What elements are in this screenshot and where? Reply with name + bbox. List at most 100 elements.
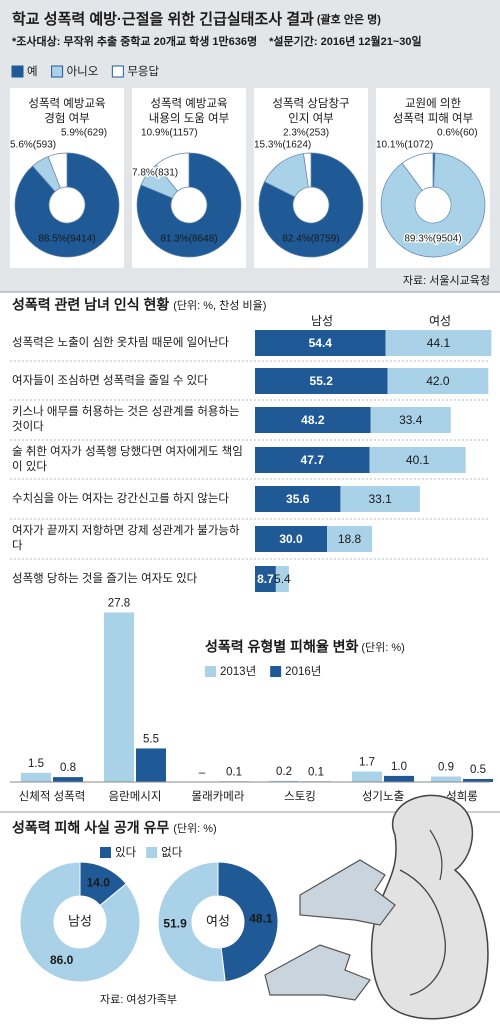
pie-title: 인지 여부 <box>288 112 334 125</box>
pie-slice <box>380 152 486 258</box>
legend-label: 없다 <box>161 846 183 859</box>
bar <box>269 780 299 782</box>
pie-value-label: 89.3%(9504) <box>404 234 461 245</box>
legend-swatch <box>146 847 158 858</box>
bar-value-label: 33.1 <box>368 492 392 506</box>
bar-value-label: – <box>199 767 206 779</box>
bar-value-label: 1.7 <box>359 757 375 769</box>
section-subtitle: (단위: %, 찬성 비율) <box>173 298 266 312</box>
donut-value-label: 51.9 <box>163 917 187 931</box>
pie-title: 교원에 의한 <box>405 96 462 110</box>
bar-value-label: 0.2 <box>276 766 292 778</box>
bar-value-label: 47.7 <box>301 453 325 467</box>
bar <box>384 775 414 782</box>
bar-value-label: 27.8 <box>108 597 130 609</box>
donut-slice <box>217 861 279 983</box>
bar-value-label: 5.4 <box>274 572 291 586</box>
bar-segment <box>255 407 371 433</box>
pie-value-label: 82.4%(8759) <box>282 234 339 245</box>
bar <box>352 771 382 782</box>
section-subtitle: (단위: %) <box>361 641 404 654</box>
bar-value-label: 0.1 <box>308 766 324 778</box>
category-label: 수치심을 아는 여자는 강간신고를 하지 않는다 <box>12 492 229 505</box>
legend-swatch <box>51 65 64 78</box>
title-note: (괄호 안은 명) <box>317 12 381 26</box>
pie-slice <box>401 152 434 191</box>
pie-slice <box>155 152 190 192</box>
figure-arm <box>399 869 446 996</box>
section-subtitle: (단위: %) <box>173 822 216 835</box>
legend-swatch <box>100 847 111 858</box>
page-title: 학교 성폭력 예방·근절을 위한 긴급실태조사 결과 <box>12 10 314 28</box>
pie-value-label: 7.8%(831) <box>132 168 178 179</box>
pie-slice <box>303 152 312 188</box>
source: 자료: 여성가족부 <box>100 993 177 1006</box>
x-tick-label: 성희롱 <box>446 790 478 803</box>
donut-slice <box>157 861 226 983</box>
bar-value-label: 1.0 <box>391 761 407 773</box>
pie-title: 내용의 도움 여부 <box>149 112 229 125</box>
x-tick-label: 신체적 성폭력 <box>19 790 86 803</box>
bar-segment <box>385 330 492 356</box>
legend-label: 아니오 <box>67 65 99 78</box>
pie-value-label: 5.6%(593) <box>10 140 56 151</box>
bar-value-label: 40.1 <box>406 453 430 467</box>
legend-swatch <box>111 65 124 78</box>
bar-value-label: 48.2 <box>301 413 325 427</box>
pie-value-label: 5.9%(629) <box>61 128 107 139</box>
pie-title: 성폭력 예방교육 <box>150 97 227 110</box>
pie-title: 성폭력 피해 여부 <box>393 112 473 125</box>
category-label: 성폭력은 노출이 심한 옷차림 때문에 일어난다 <box>12 336 229 349</box>
bar <box>53 777 83 782</box>
bar-segment <box>255 566 276 592</box>
pointing-hand <box>264 944 371 1001</box>
category-label: 여자가 끝까지 저항하면 강제 성관계가 불가능하다 <box>12 525 240 552</box>
pie-slice <box>47 152 68 189</box>
legend-label: 2016년 <box>285 665 321 678</box>
bar-value-label: 33.4 <box>399 413 423 427</box>
series-label: 남성 <box>311 314 333 328</box>
pie-value-label: 10.1%(1072) <box>376 140 433 151</box>
pie-slice <box>258 152 364 258</box>
pie-title: 성폭력 상담창구 <box>272 97 349 110</box>
pie-slice <box>136 152 242 258</box>
bar-segment <box>255 526 327 552</box>
pie-value-label: 15.3%(1624) <box>254 140 311 151</box>
bar <box>431 776 461 782</box>
bar-segment <box>369 447 466 473</box>
bar-segment <box>255 330 386 356</box>
legend-label: 무응답 <box>127 65 159 78</box>
pie-value-label: 0.6%(60) <box>437 128 478 139</box>
bar-value-label: 0.5 <box>470 764 486 776</box>
pie-value-label: 10.9%(1157) <box>141 128 198 139</box>
bar-segment <box>370 407 451 433</box>
donut-value-label: 86.0 <box>50 953 74 967</box>
section-title: 성폭력 피해 사실 공개 유무 <box>12 820 169 836</box>
bar-segment <box>255 486 341 512</box>
figure-head-line <box>429 829 443 881</box>
pie-value-label: 88.5%(9414) <box>38 234 95 245</box>
bar-value-label: 0.1 <box>226 766 242 778</box>
legend-swatch <box>205 666 216 677</box>
donut-value-label: 48.1 <box>249 912 273 926</box>
bar-value-label: 8.7 <box>257 572 274 586</box>
bar-segment <box>387 368 489 394</box>
source: 자료: 서울시교육청 <box>403 274 490 287</box>
bar-value-label: 55.2 <box>310 374 334 388</box>
pie-value-label: 2.3%(253) <box>283 128 329 139</box>
section-title: 성폭력 관련 남녀 인식 현황 <box>12 297 169 313</box>
bar-value-label: 30.0 <box>279 532 303 546</box>
category-label: 성폭행 당하는 것을 즐기는 여자도 있다 <box>12 572 198 585</box>
bar-value-label: 35.6 <box>286 492 310 506</box>
donut-slice <box>19 861 141 983</box>
survey-period: *설문기간: 2016년 12월21~30일 <box>269 34 422 48</box>
donut-center-label: 여성 <box>206 913 230 928</box>
bar-segment <box>275 566 289 592</box>
bar <box>463 778 493 782</box>
series-label: 여성 <box>429 314 451 328</box>
x-tick-label: 음란메시지 <box>109 790 162 803</box>
bar-value-label: 0.8 <box>60 762 76 774</box>
bar <box>21 772 51 782</box>
